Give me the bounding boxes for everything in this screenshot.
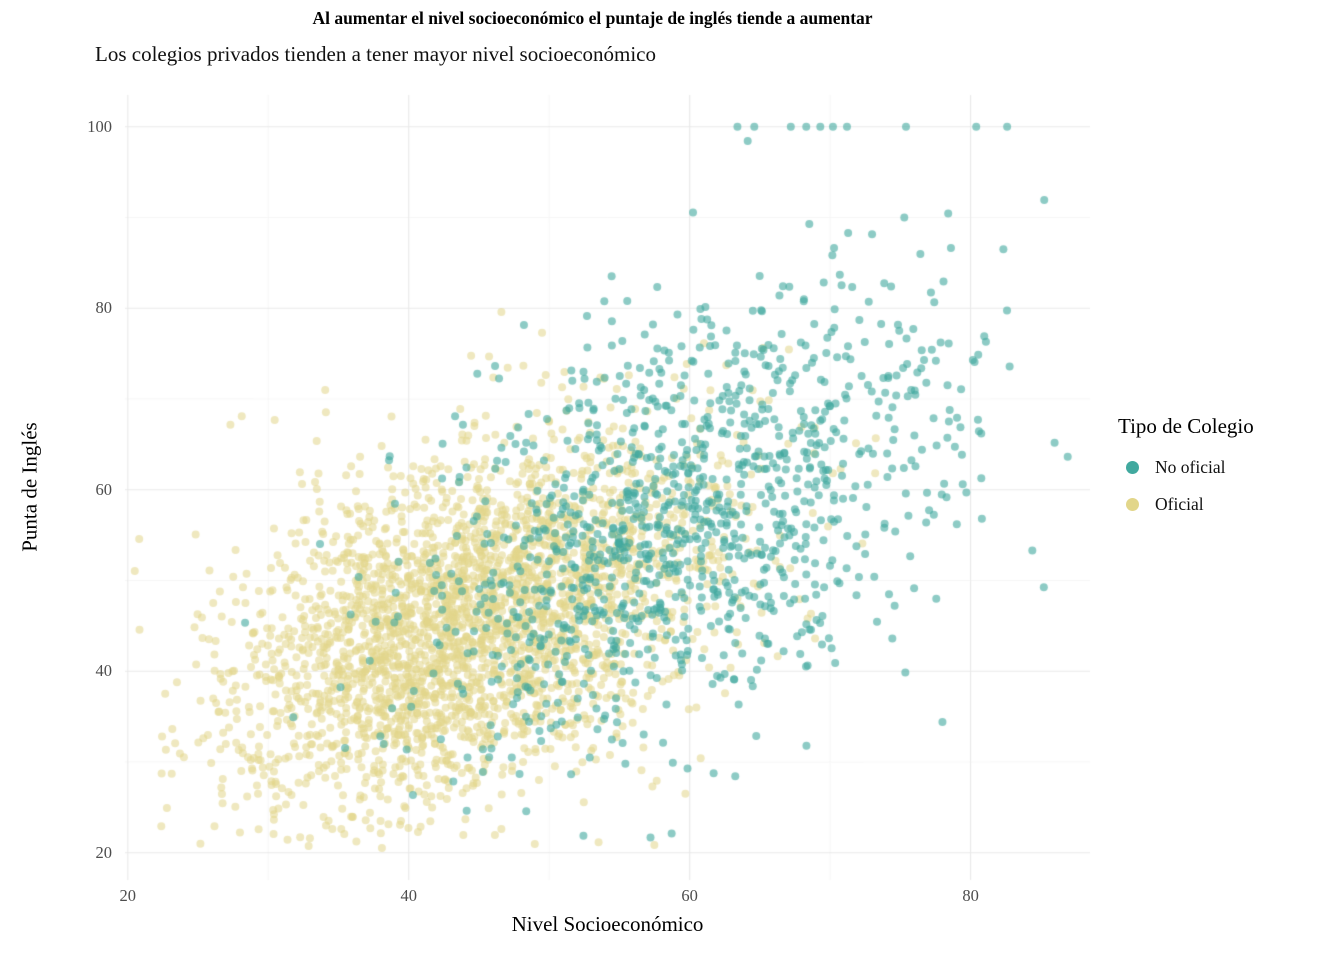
- y-tick-label: 40: [95, 661, 113, 681]
- legend-label: No oficial: [1155, 457, 1226, 477]
- legend-label: Oficial: [1155, 494, 1204, 514]
- y-tick-label: 20: [95, 842, 113, 862]
- x-tick-label: 40: [400, 886, 417, 905]
- x-tick-label: 20: [119, 886, 137, 905]
- x-tick-label: 60: [681, 886, 698, 905]
- legend-item-no-oficial: No oficial: [1118, 457, 1338, 478]
- x-axis-title: Nivel Socioeconómico: [511, 912, 704, 936]
- y-tick-label: 60: [95, 479, 113, 499]
- y-tick-label: 100: [87, 116, 112, 136]
- y-axis-title: Punta de Inglés: [17, 422, 42, 552]
- legend-item-oficial: Oficial: [1118, 494, 1338, 515]
- legend-dot-no-oficial-icon: [1126, 461, 1139, 474]
- legend-title: Tipo de Colegio: [1118, 414, 1254, 438]
- x-tick-label: 80: [962, 886, 979, 905]
- legend: Tipo de Colegio No oficial Oficial: [1118, 414, 1338, 531]
- y-tick-label: 80: [95, 298, 113, 318]
- legend-dot-oficial-icon: [1126, 498, 1139, 511]
